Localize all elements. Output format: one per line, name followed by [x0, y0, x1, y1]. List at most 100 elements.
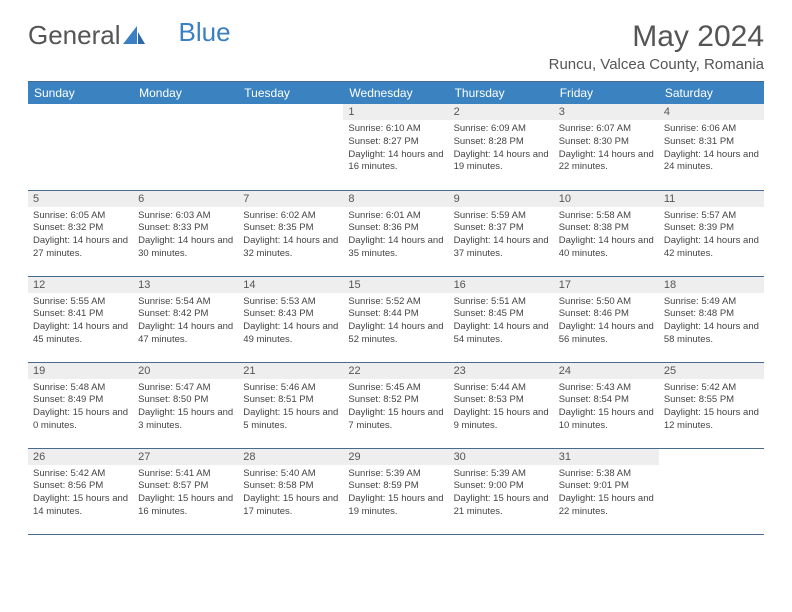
day-content: Sunrise: 5:42 AMSunset: 8:56 PMDaylight:… [28, 465, 133, 522]
day-content: Sunrise: 6:03 AMSunset: 8:33 PMDaylight:… [133, 207, 238, 264]
day-content: Sunrise: 5:51 AMSunset: 8:45 PMDaylight:… [449, 293, 554, 350]
calendar-cell: 13Sunrise: 5:54 AMSunset: 8:42 PMDayligh… [133, 276, 238, 362]
day-content: Sunrise: 5:39 AMSunset: 9:00 PMDaylight:… [449, 465, 554, 522]
calendar-cell [133, 104, 238, 190]
day-number: 23 [449, 363, 554, 379]
day-content: Sunrise: 5:53 AMSunset: 8:43 PMDaylight:… [238, 293, 343, 350]
calendar-cell: 17Sunrise: 5:50 AMSunset: 8:46 PMDayligh… [554, 276, 659, 362]
day-number: 30 [449, 449, 554, 465]
day-number: 9 [449, 191, 554, 207]
calendar-row: 12Sunrise: 5:55 AMSunset: 8:41 PMDayligh… [28, 276, 764, 362]
day-content: Sunrise: 6:07 AMSunset: 8:30 PMDaylight:… [554, 120, 659, 177]
calendar-cell: 18Sunrise: 5:49 AMSunset: 8:48 PMDayligh… [659, 276, 764, 362]
calendar-cell: 27Sunrise: 5:41 AMSunset: 8:57 PMDayligh… [133, 448, 238, 534]
day-content: Sunrise: 6:10 AMSunset: 8:27 PMDaylight:… [343, 120, 448, 177]
calendar-cell: 26Sunrise: 5:42 AMSunset: 8:56 PMDayligh… [28, 448, 133, 534]
day-content: Sunrise: 5:52 AMSunset: 8:44 PMDaylight:… [343, 293, 448, 350]
day-number: 13 [133, 277, 238, 293]
day-number: 1 [343, 104, 448, 120]
day-number: 10 [554, 191, 659, 207]
day-number: 24 [554, 363, 659, 379]
day-content: Sunrise: 5:39 AMSunset: 8:59 PMDaylight:… [343, 465, 448, 522]
day-content: Sunrise: 6:06 AMSunset: 8:31 PMDaylight:… [659, 120, 764, 177]
day-content: Sunrise: 6:05 AMSunset: 8:32 PMDaylight:… [28, 207, 133, 264]
weekday-header: Thursday [449, 82, 554, 105]
day-content: Sunrise: 5:55 AMSunset: 8:41 PMDaylight:… [28, 293, 133, 350]
day-content: Sunrise: 5:59 AMSunset: 8:37 PMDaylight:… [449, 207, 554, 264]
calendar-head: SundayMondayTuesdayWednesdayThursdayFrid… [28, 82, 764, 105]
day-number: 28 [238, 449, 343, 465]
day-content: Sunrise: 5:44 AMSunset: 8:53 PMDaylight:… [449, 379, 554, 436]
calendar-cell: 22Sunrise: 5:45 AMSunset: 8:52 PMDayligh… [343, 362, 448, 448]
day-content: Sunrise: 5:45 AMSunset: 8:52 PMDaylight:… [343, 379, 448, 436]
day-number: 16 [449, 277, 554, 293]
calendar-cell: 30Sunrise: 5:39 AMSunset: 9:00 PMDayligh… [449, 448, 554, 534]
weekday-header: Wednesday [343, 82, 448, 105]
day-content: Sunrise: 5:38 AMSunset: 9:01 PMDaylight:… [554, 465, 659, 522]
logo-text1: General [28, 20, 121, 51]
calendar-cell: 15Sunrise: 5:52 AMSunset: 8:44 PMDayligh… [343, 276, 448, 362]
day-number: 14 [238, 277, 343, 293]
calendar-body: 1Sunrise: 6:10 AMSunset: 8:27 PMDaylight… [28, 104, 764, 534]
calendar-cell: 19Sunrise: 5:48 AMSunset: 8:49 PMDayligh… [28, 362, 133, 448]
day-number: 18 [659, 277, 764, 293]
day-content: Sunrise: 5:48 AMSunset: 8:49 PMDaylight:… [28, 379, 133, 436]
calendar-cell: 7Sunrise: 6:02 AMSunset: 8:35 PMDaylight… [238, 190, 343, 276]
weekday-header: Monday [133, 82, 238, 105]
calendar-cell: 5Sunrise: 6:05 AMSunset: 8:32 PMDaylight… [28, 190, 133, 276]
day-number: 8 [343, 191, 448, 207]
calendar-cell: 12Sunrise: 5:55 AMSunset: 8:41 PMDayligh… [28, 276, 133, 362]
calendar-cell: 1Sunrise: 6:10 AMSunset: 8:27 PMDaylight… [343, 104, 448, 190]
day-number: 27 [133, 449, 238, 465]
calendar-cell: 11Sunrise: 5:57 AMSunset: 8:39 PMDayligh… [659, 190, 764, 276]
calendar-cell: 31Sunrise: 5:38 AMSunset: 9:01 PMDayligh… [554, 448, 659, 534]
day-number: 7 [238, 191, 343, 207]
day-content: Sunrise: 5:54 AMSunset: 8:42 PMDaylight:… [133, 293, 238, 350]
calendar-cell: 6Sunrise: 6:03 AMSunset: 8:33 PMDaylight… [133, 190, 238, 276]
day-number: 25 [659, 363, 764, 379]
logo-text2: Blue [179, 17, 231, 48]
day-content: Sunrise: 6:01 AMSunset: 8:36 PMDaylight:… [343, 207, 448, 264]
weekday-header: Tuesday [238, 82, 343, 105]
day-content: Sunrise: 5:57 AMSunset: 8:39 PMDaylight:… [659, 207, 764, 264]
calendar-cell: 29Sunrise: 5:39 AMSunset: 8:59 PMDayligh… [343, 448, 448, 534]
calendar-cell: 21Sunrise: 5:46 AMSunset: 8:51 PMDayligh… [238, 362, 343, 448]
weekday-header: Saturday [659, 82, 764, 105]
header: General Blue May 2024 Runcu, Valcea Coun… [28, 20, 764, 73]
calendar-cell [659, 448, 764, 534]
day-content: Sunrise: 5:43 AMSunset: 8:54 PMDaylight:… [554, 379, 659, 436]
title-block: May 2024 Runcu, Valcea County, Romania [549, 20, 764, 73]
day-number: 22 [343, 363, 448, 379]
calendar-cell: 2Sunrise: 6:09 AMSunset: 8:28 PMDaylight… [449, 104, 554, 190]
day-number: 3 [554, 104, 659, 120]
calendar-row: 1Sunrise: 6:10 AMSunset: 8:27 PMDaylight… [28, 104, 764, 190]
calendar-cell: 4Sunrise: 6:06 AMSunset: 8:31 PMDaylight… [659, 104, 764, 190]
calendar-cell: 10Sunrise: 5:58 AMSunset: 8:38 PMDayligh… [554, 190, 659, 276]
day-content: Sunrise: 5:50 AMSunset: 8:46 PMDaylight:… [554, 293, 659, 350]
day-content: Sunrise: 5:46 AMSunset: 8:51 PMDaylight:… [238, 379, 343, 436]
day-number: 12 [28, 277, 133, 293]
month-title: May 2024 [549, 20, 764, 54]
calendar-cell: 25Sunrise: 5:42 AMSunset: 8:55 PMDayligh… [659, 362, 764, 448]
day-content: Sunrise: 5:58 AMSunset: 8:38 PMDaylight:… [554, 207, 659, 264]
calendar-cell: 23Sunrise: 5:44 AMSunset: 8:53 PMDayligh… [449, 362, 554, 448]
weekday-header: Sunday [28, 82, 133, 105]
calendar-cell [28, 104, 133, 190]
day-number: 26 [28, 449, 133, 465]
weekday-header: Friday [554, 82, 659, 105]
location: Runcu, Valcea County, Romania [549, 56, 764, 73]
logo: General Blue [28, 20, 231, 51]
day-number: 4 [659, 104, 764, 120]
day-content: Sunrise: 5:42 AMSunset: 8:55 PMDaylight:… [659, 379, 764, 436]
calendar-table: SundayMondayTuesdayWednesdayThursdayFrid… [28, 81, 764, 535]
day-number: 21 [238, 363, 343, 379]
calendar-cell: 3Sunrise: 6:07 AMSunset: 8:30 PMDaylight… [554, 104, 659, 190]
calendar-row: 26Sunrise: 5:42 AMSunset: 8:56 PMDayligh… [28, 448, 764, 534]
day-content: Sunrise: 6:02 AMSunset: 8:35 PMDaylight:… [238, 207, 343, 264]
day-content: Sunrise: 5:40 AMSunset: 8:58 PMDaylight:… [238, 465, 343, 522]
day-content: Sunrise: 5:47 AMSunset: 8:50 PMDaylight:… [133, 379, 238, 436]
day-number: 19 [28, 363, 133, 379]
calendar-cell [238, 104, 343, 190]
day-content: Sunrise: 6:09 AMSunset: 8:28 PMDaylight:… [449, 120, 554, 177]
logo-sail-icon [123, 20, 145, 51]
